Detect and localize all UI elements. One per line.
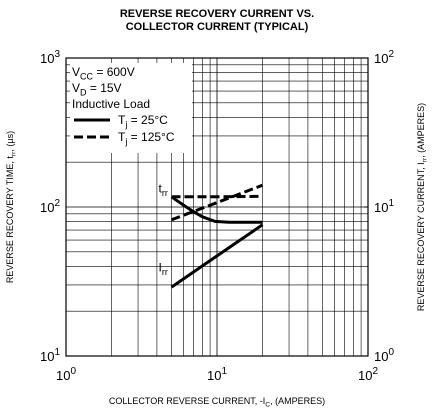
label-sub: j xyxy=(124,120,127,130)
tick-exp: 1 xyxy=(388,198,394,209)
tick-label: 101 xyxy=(40,347,60,364)
label-sub: rr xyxy=(162,188,168,198)
label-sub: CC xyxy=(80,72,93,82)
tick-exp: 3 xyxy=(54,49,60,60)
tick-base: 10 xyxy=(40,349,54,364)
label: Tj = 125°C xyxy=(118,130,175,147)
label-main: REVERSE RECOVERY CURRENT, I xyxy=(416,162,426,311)
label-sub: j xyxy=(124,137,127,147)
tick-label: 102 xyxy=(40,198,60,215)
chart-title: REVERSE RECOVERY CURRENT VS. xyxy=(120,8,314,20)
label-main: t xyxy=(158,182,162,196)
tick-label: 102 xyxy=(358,366,378,383)
tick-exp: 1 xyxy=(54,347,60,358)
tick-base: 10 xyxy=(374,200,388,215)
label-rest: , (AMPERES) xyxy=(416,103,426,158)
label-main: Inductive Load xyxy=(72,97,150,111)
tick-base: 10 xyxy=(374,349,388,364)
label-main: V xyxy=(72,81,80,95)
label-main: REVERSE RECOVERY TIME, t xyxy=(5,156,15,284)
tick-label: 101 xyxy=(207,366,227,383)
label: trr xyxy=(158,182,167,199)
tick-label: 103 xyxy=(40,49,60,66)
label-sub: rr xyxy=(11,151,18,156)
label: Tj = 25°C xyxy=(118,113,168,130)
label-sub: rr xyxy=(162,267,168,277)
tick-exp: 2 xyxy=(388,49,394,60)
label: Irr xyxy=(158,260,167,277)
tick-label: 101 xyxy=(374,198,394,215)
label: REVERSE RECOVERY CURRENT, Irr, (AMPERES) xyxy=(416,103,429,311)
label: COLLECTOR REVERSE CURRENT, -IC, (AMPERES… xyxy=(109,396,325,409)
tick-base: 10 xyxy=(358,368,372,383)
curve xyxy=(170,195,263,224)
label-rest: , (AMPERES) xyxy=(270,396,325,406)
tick-exp: 1 xyxy=(221,366,227,377)
label-main: V xyxy=(72,65,80,79)
tick-exp: 2 xyxy=(54,198,60,209)
chart-title: COLLECTOR CURRENT (TYPICAL) xyxy=(126,21,309,33)
label-sub: C xyxy=(265,402,270,409)
tick-base: 10 xyxy=(56,368,70,383)
tick-label: 100 xyxy=(374,347,394,364)
tick-base: 10 xyxy=(207,368,221,383)
label-main: COLLECTOR REVERSE CURRENT, -I xyxy=(109,396,265,406)
label: Inductive Load xyxy=(72,97,150,111)
tick-exp: 0 xyxy=(70,366,76,377)
tick-base: 10 xyxy=(40,51,54,66)
tick-exp: 2 xyxy=(372,366,378,377)
label-rest: = 25°C xyxy=(127,113,168,127)
label-main: I xyxy=(158,260,161,274)
label: VCC = 600V xyxy=(72,65,135,82)
tick-label: 100 xyxy=(56,366,76,383)
plot-frame xyxy=(65,57,369,357)
tick-label: 102 xyxy=(374,49,394,66)
tick-exp: 0 xyxy=(388,347,394,358)
label-sub: rr xyxy=(422,157,429,162)
label-rest: , (µs) xyxy=(5,131,15,152)
curve xyxy=(170,223,264,289)
label-rest: = 125°C xyxy=(127,130,174,144)
label-sub: D xyxy=(80,88,87,98)
label-main: T xyxy=(118,130,126,144)
tick-base: 10 xyxy=(374,51,388,66)
label-rest: = 600V xyxy=(93,65,135,79)
tick-base: 10 xyxy=(40,200,54,215)
label: REVERSE RECOVERY TIME, trr, (µs) xyxy=(5,131,18,283)
label-rest: = 15V xyxy=(87,81,122,95)
label-main: T xyxy=(118,113,126,127)
curve xyxy=(170,183,264,222)
label: VD = 15V xyxy=(72,81,122,98)
curve xyxy=(171,194,263,199)
